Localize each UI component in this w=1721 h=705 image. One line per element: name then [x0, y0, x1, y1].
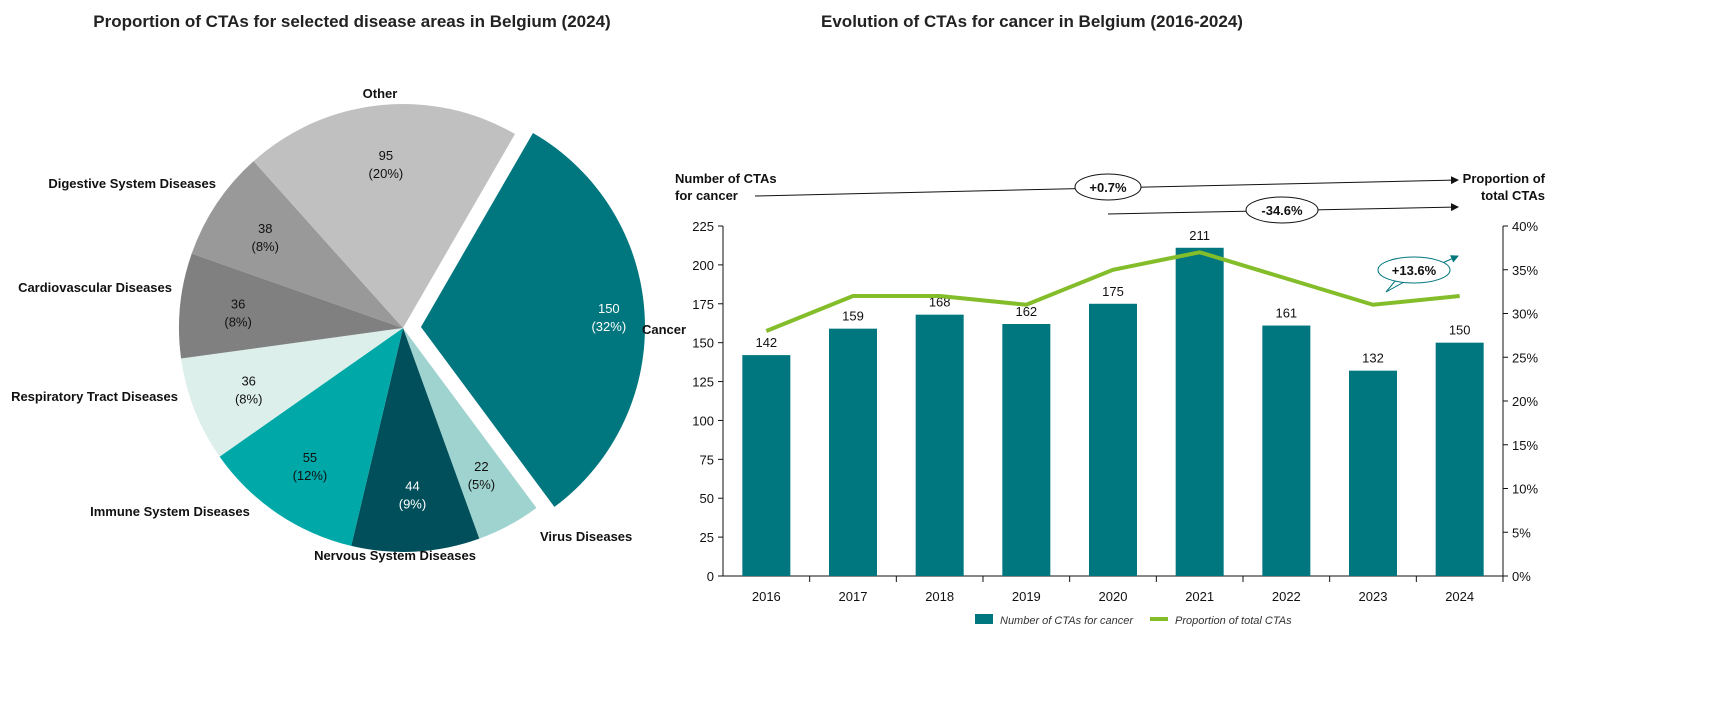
slice-category-label: Cardiovascular Diseases	[18, 280, 172, 295]
slice-value-label: 95	[379, 148, 393, 163]
x-tick-label: 2016	[752, 589, 781, 604]
slice-percent-label: (8%)	[224, 314, 251, 329]
y-tick-label: 150	[692, 336, 714, 351]
x-tick-label: 2022	[1272, 589, 1301, 604]
y-tick-label: 0	[707, 569, 714, 584]
x-tick-label: 2018	[925, 589, 954, 604]
y-tick-label: 200	[692, 258, 714, 273]
slice-value-label: 36	[241, 374, 255, 389]
annotation-bubble	[1074, 173, 1142, 201]
bar	[1349, 370, 1397, 576]
bar	[1002, 324, 1051, 576]
right-axis-title-line2: total CTAs	[1481, 188, 1545, 203]
y-tick-label: 75	[700, 452, 714, 467]
legend-label: Proportion of total CTAs	[1175, 615, 1292, 627]
bar-value-label: 162	[1015, 304, 1037, 319]
y2-tick-label: 0%	[1512, 569, 1531, 584]
slice-percent-label: (5%)	[468, 477, 495, 492]
slice-percent-label: (12%)	[293, 468, 328, 483]
slice-value-label: 55	[303, 450, 317, 465]
bar	[829, 328, 877, 576]
slice-category-label: Virus Diseases	[540, 529, 632, 544]
y-tick-label: 100	[692, 413, 714, 428]
pie-slice	[253, 103, 515, 329]
y-tick-label: 25	[700, 530, 714, 545]
annotation-label: +13.6%	[1392, 263, 1437, 278]
slice-percent-label: (8%)	[235, 392, 262, 407]
x-tick-label: 2021	[1185, 589, 1214, 604]
slice-category-label: Respiratory Tract Diseases	[11, 389, 178, 404]
y2-tick-label: 10%	[1512, 482, 1538, 497]
slice-value-label: 38	[258, 221, 272, 236]
pie-slice	[219, 328, 403, 546]
bar-value-label: 132	[1362, 351, 1384, 366]
slice-percent-label: (9%)	[399, 496, 426, 511]
annotation-label: -34.6%	[1261, 203, 1303, 218]
bar	[1175, 247, 1224, 576]
left-axis-title-line1: Number of CTAs	[675, 171, 777, 186]
slice-category-label: Other	[363, 86, 398, 101]
y-tick-label: 125	[692, 375, 714, 390]
y2-tick-label: 5%	[1512, 525, 1531, 540]
pie-chart: 150 (32%) 22 (5%) Virus Diseases 44 (9%) Nervou…	[11, 86, 645, 563]
pie-title: Proportion of CTAs for selected disease …	[93, 12, 610, 31]
left-axis-title: Number of CTAs for cancer	[675, 171, 777, 203]
slice-value-label: 44	[405, 478, 419, 493]
y2-tick-label: 20%	[1512, 394, 1538, 409]
bar	[1435, 342, 1484, 576]
annotation-label: +0.7%	[1089, 180, 1127, 195]
bar-value-label: 150	[1449, 323, 1471, 338]
y-tick-label: 50	[700, 491, 714, 506]
bar	[915, 314, 964, 576]
annotation-bubble	[1245, 196, 1319, 224]
annotation-bubble	[1377, 256, 1451, 284]
bar	[1262, 325, 1311, 576]
slice-value-label: 36	[231, 296, 245, 311]
x-tick-label: 2020	[1099, 589, 1128, 604]
y-tick-label: 175	[692, 297, 714, 312]
legend-label: Number of CTAs for cancer	[1000, 615, 1134, 627]
y2-tick-label: 15%	[1512, 438, 1538, 453]
pie-slice	[420, 132, 645, 507]
bar-value-label: 211	[1189, 228, 1210, 243]
x-tick-label: 2019	[1012, 589, 1041, 604]
y-tick-label: 225	[692, 219, 714, 234]
pie-slice	[351, 328, 480, 552]
y2-tick-label: 30%	[1512, 307, 1538, 322]
pie-slice	[179, 253, 403, 359]
slice-percent-label: (20%)	[369, 166, 404, 181]
slice-category-label: Nervous System Diseases	[314, 548, 476, 563]
x-tick-label: 2017	[839, 589, 868, 604]
slice-value-label: 22	[474, 459, 488, 474]
bubble-tail	[1385, 279, 1405, 293]
bar	[1089, 303, 1137, 576]
slice-percent-label: (32%)	[591, 319, 626, 334]
pie-slice	[191, 161, 403, 328]
y2-tick-label: 35%	[1512, 263, 1538, 278]
y2-tick-label: 25%	[1512, 350, 1538, 365]
bar	[742, 355, 791, 576]
pie-slice	[181, 328, 403, 457]
pie-slice	[403, 328, 537, 539]
slice-category-label: Digestive System Diseases	[48, 176, 216, 191]
x-tick-label: 2023	[1359, 589, 1388, 604]
right-axis-title-line1: Proportion of	[1463, 171, 1546, 186]
series-label: Cancer	[642, 322, 686, 337]
bar-value-label: 159	[842, 309, 864, 324]
slice-percent-label: (8%)	[251, 239, 278, 254]
y2-tick-label: 40%	[1512, 219, 1538, 234]
legend-swatch-bars	[975, 614, 993, 624]
right-axis-title: Proportion of total CTAs	[1463, 171, 1546, 203]
bar-value-label: 175	[1102, 284, 1124, 299]
left-axis-title-line2: for cancer	[675, 188, 738, 203]
slice-value-label: 150	[598, 301, 620, 316]
bar-chart: 0 25 50 75 100 125 150 175 200 225 0% 5% 10% 15% 20% 25…	[642, 171, 1546, 627]
slice-category-label: Immune System Diseases	[90, 504, 250, 519]
bar-value-label: 142	[755, 335, 777, 350]
bar-value-label: 161	[1275, 306, 1297, 321]
x-tick-label: 2024	[1445, 589, 1474, 604]
bar-chart-title: Evolution of CTAs for cancer in Belgium …	[821, 12, 1243, 31]
